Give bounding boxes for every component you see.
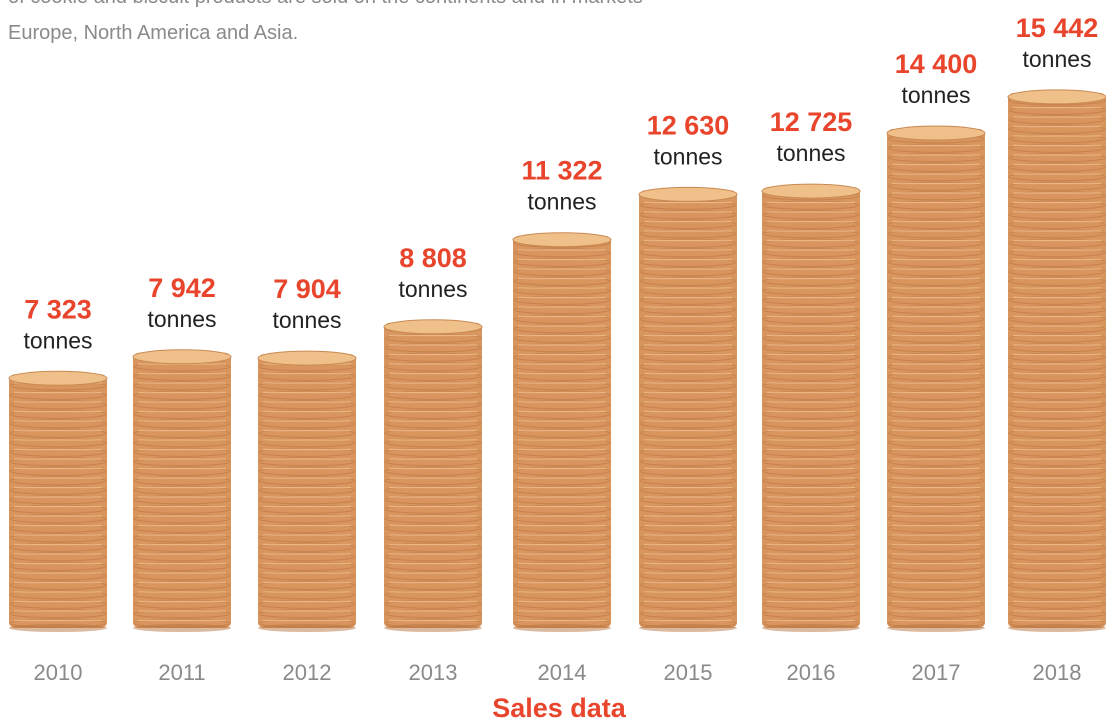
- unit-label-2017: tonnes: [901, 82, 970, 108]
- value-label-2016: 12 725: [770, 107, 853, 137]
- year-label-2018: 2018: [1033, 660, 1082, 685]
- year-label-2011: 2011: [158, 660, 205, 685]
- year-label-2013: 2013: [409, 660, 458, 685]
- cookie-stack-2013: [383, 319, 483, 632]
- value-label-2012: 7 904: [273, 274, 341, 304]
- value-label-2014: 11 322: [521, 156, 602, 186]
- unit-label-2018: tonnes: [1022, 46, 1091, 72]
- value-label-2018: 15 442: [1016, 13, 1099, 43]
- year-label-2015: 2015: [664, 660, 713, 685]
- unit-label-2011: tonnes: [147, 306, 216, 332]
- year-label-2010: 2010: [34, 660, 83, 685]
- chart-title: Sales data: [492, 693, 627, 723]
- intro-line: Europe, North America and Asia.: [8, 22, 299, 44]
- unit-label-2014: tonnes: [527, 189, 596, 215]
- intro-line-partial: of cookie and biscuit products are sold …: [8, 0, 643, 9]
- value-label-2017: 14 400: [895, 49, 978, 79]
- unit-label-2016: tonnes: [776, 140, 845, 166]
- cookie-stack-2010: [8, 370, 108, 632]
- value-label-2010: 7 323: [24, 294, 92, 324]
- cookie-stack-2015: [638, 186, 738, 632]
- x-axis: 2010 2011 2012 2013 2014 2015 2016 2017 2018: [34, 660, 1082, 685]
- cookie-stack-2012: [257, 350, 357, 632]
- intro-text: of cookie and biscuit products are sold …: [8, 0, 908, 60]
- value-label-2013: 8 808: [399, 243, 467, 273]
- year-label-2017: 2017: [912, 660, 961, 685]
- cookie-stack-2018: [1007, 89, 1106, 632]
- value-label-2015: 12 630: [647, 110, 730, 140]
- cookie-columns: [8, 89, 1106, 632]
- unit-label-2012: tonnes: [272, 307, 341, 333]
- cookie-stack-2017: [886, 125, 986, 632]
- unit-label-2013: tonnes: [398, 276, 467, 302]
- value-label-2011: 7 942: [148, 273, 216, 303]
- value-labels: 7 323 tonnes 7 942 tonnes 7 904 tonnes 8 808 to…: [23, 13, 1098, 353]
- year-label-2012: 2012: [283, 660, 332, 685]
- unit-label-2010: tonnes: [23, 327, 92, 353]
- cookie-stack-2014: [512, 232, 612, 632]
- cookie-stack-2016: [761, 183, 861, 632]
- year-label-2014: 2014: [538, 660, 587, 685]
- unit-label-2015: tonnes: [653, 143, 722, 169]
- cookie-stack-2011: [132, 349, 232, 632]
- year-label-2016: 2016: [787, 660, 836, 685]
